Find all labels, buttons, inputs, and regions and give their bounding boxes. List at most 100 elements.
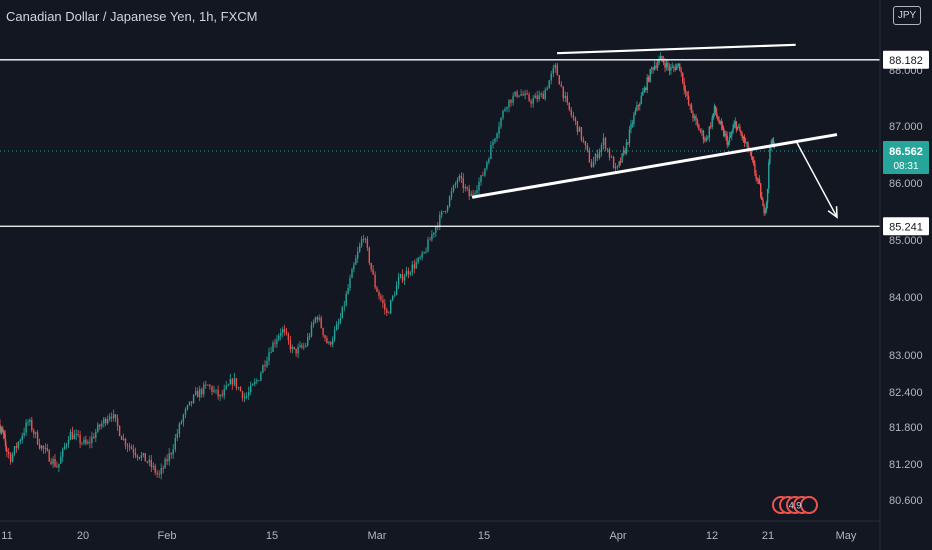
- candle-body: [366, 238, 369, 248]
- y-tick-label: 81.200: [889, 459, 923, 471]
- candle-body: [625, 142, 628, 154]
- candle-body: [763, 205, 765, 213]
- candle-body: [443, 211, 445, 212]
- candle-body: [213, 390, 215, 393]
- candle-body: [454, 183, 457, 186]
- candle-body: [762, 199, 764, 206]
- candle-body: [552, 68, 554, 74]
- candle-body: [1, 430, 3, 432]
- candle-body: [197, 391, 199, 398]
- candle-body: [695, 116, 697, 121]
- candle-body: [749, 150, 751, 152]
- candle-body: [602, 138, 605, 145]
- candle-body: [714, 105, 717, 113]
- candle-body: [734, 121, 736, 125]
- candle-body: [65, 444, 68, 447]
- candle-body: [266, 360, 268, 367]
- candle-body: [262, 365, 264, 373]
- candle-body: [642, 92, 644, 96]
- candle-body: [114, 414, 117, 419]
- candle-body: [502, 111, 504, 118]
- candle-body: [590, 162, 593, 168]
- candle-body: [556, 64, 558, 76]
- candle-body: [227, 384, 229, 386]
- candle-body: [326, 338, 328, 344]
- candle-body: [542, 93, 544, 99]
- candle-body: [673, 66, 675, 68]
- candle-body: [382, 299, 384, 304]
- candle-body: [330, 342, 332, 345]
- x-tick-label: May: [836, 530, 857, 542]
- candle-body: [295, 348, 297, 354]
- candle-body: [223, 389, 225, 396]
- candle-body: [150, 459, 152, 467]
- candle-body: [724, 133, 726, 136]
- candle-body: [586, 145, 589, 151]
- candle-body: [48, 450, 50, 462]
- candle-body: [612, 157, 615, 169]
- candle-body: [538, 94, 540, 100]
- candle-body: [445, 210, 447, 212]
- candle-body: [701, 130, 703, 132]
- candle-body: [25, 422, 27, 433]
- candle-body: [107, 419, 109, 424]
- candle-body: [3, 434, 6, 436]
- x-tick-label: 20: [77, 530, 89, 542]
- candle-body: [209, 385, 211, 387]
- candle-body: [2, 429, 4, 433]
- candle-body: [264, 365, 266, 367]
- candle-body: [568, 102, 570, 110]
- candle-body: [186, 405, 189, 410]
- candle-body: [364, 238, 367, 240]
- candle-body: [582, 139, 585, 142]
- candle-body: [345, 293, 347, 306]
- candle-body: [368, 247, 370, 263]
- candle-body: [754, 164, 756, 174]
- candle-body: [6, 449, 8, 452]
- candle-body: [661, 56, 663, 60]
- candle-body: [144, 453, 146, 462]
- candle-body: [753, 160, 755, 165]
- candle-body: [60, 456, 62, 464]
- candle-body: [456, 180, 459, 184]
- candle-body: [184, 409, 187, 415]
- candle-body: [69, 431, 72, 441]
- candle-body: [648, 77, 650, 82]
- candle-body: [421, 253, 423, 258]
- candle-body: [140, 455, 143, 459]
- candle-body: [760, 183, 762, 197]
- currency-badge[interactable]: JPY: [893, 6, 921, 25]
- candle-body: [637, 105, 640, 107]
- candle-body: [757, 179, 760, 181]
- candle-body: [747, 142, 749, 150]
- candle-body: [392, 296, 394, 301]
- candle-body: [510, 99, 512, 103]
- candle-body: [713, 105, 716, 114]
- candle-body: [468, 188, 470, 197]
- candle-body: [81, 443, 83, 444]
- candle-body: [85, 439, 87, 444]
- candle-body: [745, 142, 747, 143]
- candle-body: [337, 322, 340, 325]
- candle-body: [640, 95, 642, 104]
- candle-body: [50, 461, 52, 464]
- candle-body: [195, 391, 197, 395]
- candle-body: [250, 385, 252, 392]
- candle-body: [655, 65, 657, 68]
- candle-body: [743, 136, 746, 143]
- candle-body: [677, 63, 679, 66]
- candle-body: [431, 234, 433, 240]
- candle-body: [231, 379, 233, 385]
- candle-body: [711, 117, 713, 127]
- candle-body: [751, 156, 754, 161]
- candle-body: [95, 431, 97, 438]
- candle-body: [550, 73, 552, 81]
- candle-body: [156, 472, 158, 474]
- candle-body: [21, 435, 23, 441]
- candle-body: [162, 468, 164, 469]
- candle-body: [739, 126, 741, 132]
- candle-body: [736, 126, 739, 130]
- candle-body: [423, 252, 425, 254]
